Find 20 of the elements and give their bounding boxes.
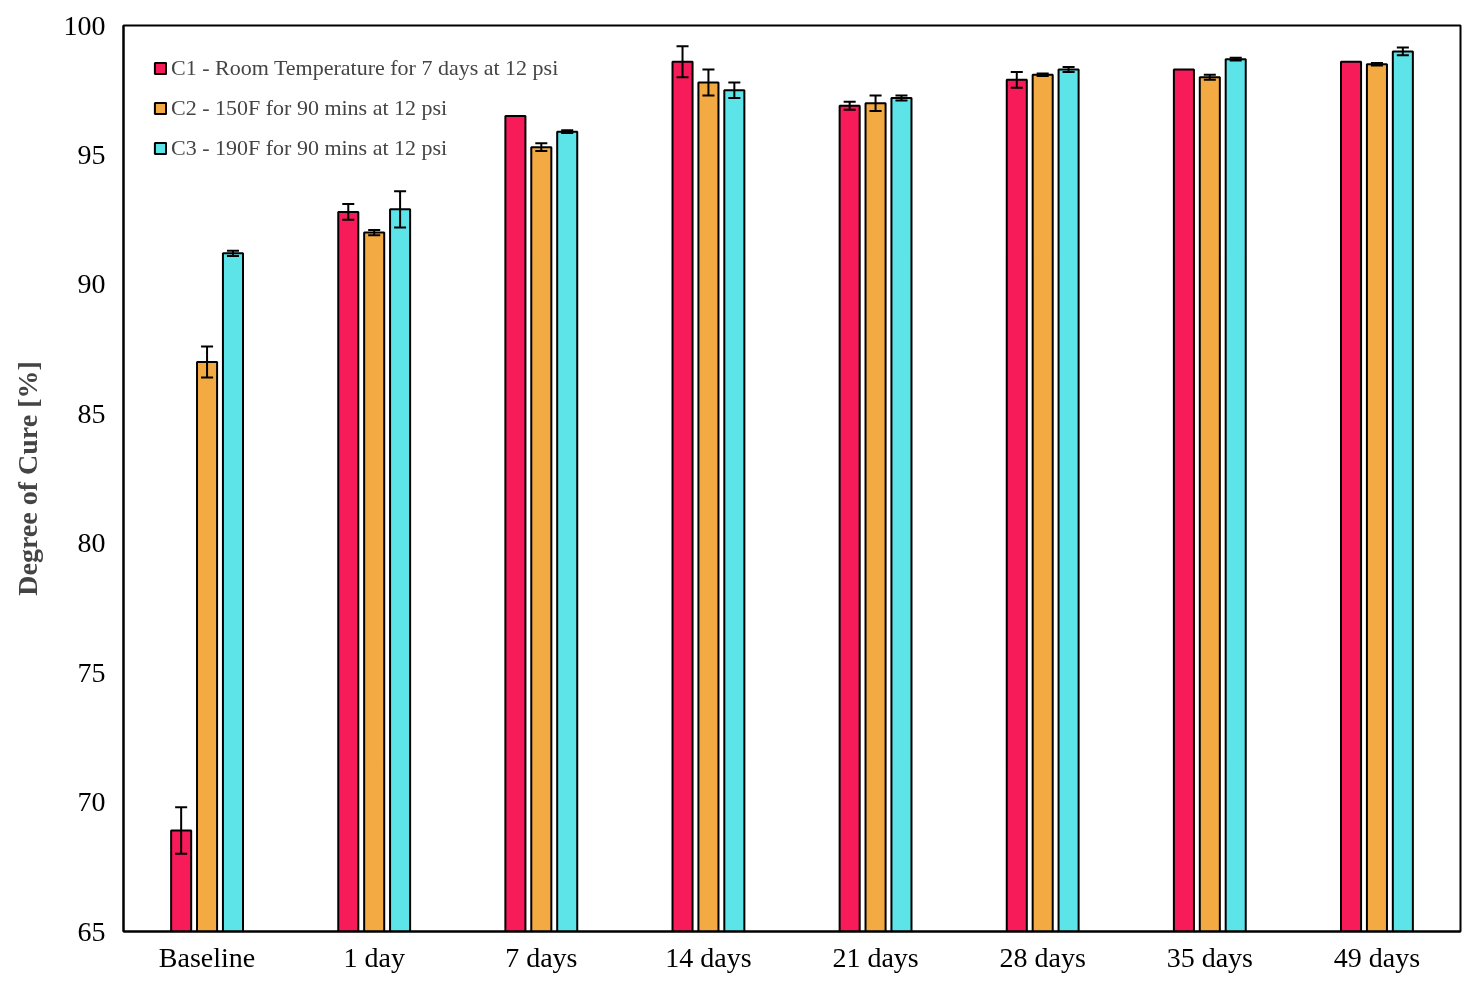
y-axis-title: Degree of Cure [%] xyxy=(11,361,43,596)
x-tick-label: 7 days xyxy=(505,941,578,973)
y-tick-label: 65 xyxy=(77,915,106,947)
x-tick-label: 35 days xyxy=(1166,941,1253,973)
legend-label: C1 - Room Temperature for 7 days at 12 psi xyxy=(171,55,559,81)
x-tick-label: Baseline xyxy=(158,941,256,973)
x-tick-label: 1 day xyxy=(343,941,405,973)
x-tick-label: 28 days xyxy=(999,941,1086,973)
legend-label: C3 - 190F for 90 mins at 12 psi xyxy=(171,135,448,161)
y-tick-label: 90 xyxy=(77,268,106,300)
y-tick-label: 75 xyxy=(77,656,106,688)
y-tick-label: 85 xyxy=(77,397,106,429)
y-tick-label: 100 xyxy=(63,9,106,41)
legend-label: C2 - 150F for 90 mins at 12 psi xyxy=(171,95,448,121)
y-tick-label: 95 xyxy=(77,138,106,170)
x-tick-label: 49 days xyxy=(1333,941,1421,973)
y-tick-label: 70 xyxy=(77,786,106,818)
y-tick-label: 80 xyxy=(77,527,106,559)
x-tick-label: 21 days xyxy=(832,941,919,973)
x-tick-label: 14 days xyxy=(665,941,752,973)
